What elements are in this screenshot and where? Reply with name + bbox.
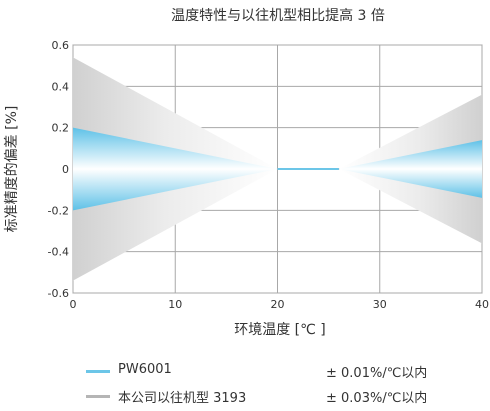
- x-tick-label: 40: [475, 298, 489, 311]
- legend-item-pw6001: PW6001 ± 0.01%/℃以内: [86, 360, 486, 382]
- legend-item-3193: 本公司以往机型 3193 ± 0.03%/℃以内: [86, 385, 486, 407]
- x-axis: 0 10 20 30 40: [70, 298, 490, 311]
- y-tick-label: 0.2: [52, 122, 70, 135]
- x-axis-label: 环境温度 [℃ ]: [234, 322, 326, 338]
- x-tick-label: 30: [373, 298, 387, 311]
- x-tick-label: 0: [70, 298, 77, 311]
- legend-spec-pw6001: ± 0.01%/℃以内: [326, 366, 428, 381]
- chart: 温度特性与以往机型相比提高 3 倍 0 10 20 30 40 0.60.40.20-0…: [4, 7, 490, 338]
- legend-label-3193: 本公司以往机型 3193: [118, 391, 247, 406]
- y-axis: 0.6 0.4 0.2 0 -0.2 -0.4 -0.6: [48, 39, 69, 300]
- band-left-pw6001: [73, 127, 278, 211]
- y-tick-label: -0.6: [48, 287, 69, 300]
- legend-swatch-pw6001: [86, 370, 110, 373]
- x-tick-label: 10: [168, 298, 182, 311]
- legend-spec-3193: ± 0.03%/℃以内: [326, 391, 428, 406]
- legend-swatch-3193: [86, 395, 110, 398]
- y-tick-label: 0.6: [52, 39, 70, 52]
- y-tick-label: 0.4: [52, 80, 70, 93]
- chart-title: 温度特性与以往机型相比提高 3 倍: [171, 7, 385, 24]
- y-axis-label: 标准精度的偏差 [%]: [4, 106, 20, 233]
- band-right-pw6001: [338, 140, 482, 198]
- y-tick-label: 0: [62, 163, 69, 176]
- x-tick-label: 20: [271, 298, 285, 311]
- series-layer: [73, 57, 482, 281]
- legend-label-pw6001: PW6001: [118, 362, 172, 377]
- y-tick-label: -0.4: [48, 246, 69, 259]
- y-tick-label: -0.2: [48, 204, 69, 217]
- plot-area: [72, 44, 483, 294]
